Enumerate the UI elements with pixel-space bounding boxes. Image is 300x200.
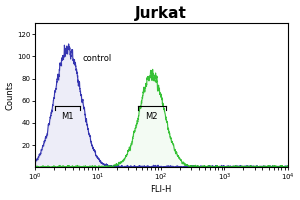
Y-axis label: Counts: Counts xyxy=(6,80,15,110)
Title: Jurkat: Jurkat xyxy=(135,6,187,21)
Text: control: control xyxy=(82,54,112,63)
Text: M1: M1 xyxy=(61,112,74,121)
Text: M2: M2 xyxy=(146,112,158,121)
X-axis label: FLI-H: FLI-H xyxy=(151,185,172,194)
